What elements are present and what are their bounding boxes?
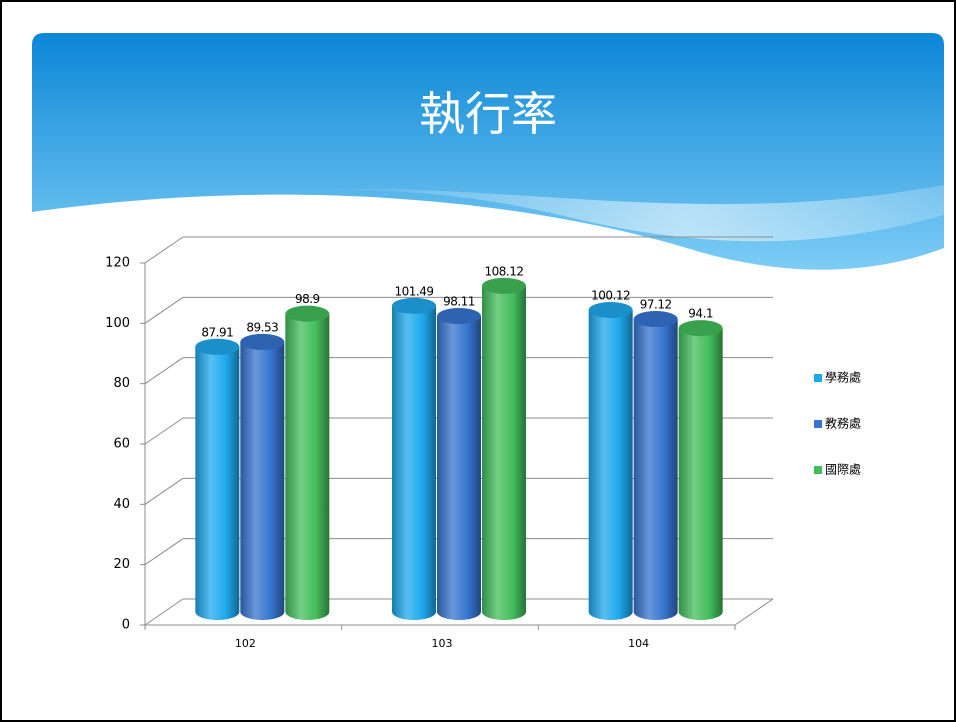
data-label: 108.12 — [485, 264, 524, 278]
bar-top — [633, 311, 678, 328]
bar — [240, 341, 285, 620]
y-tick-label: 60 — [113, 437, 130, 452]
bar — [195, 346, 240, 620]
bar-top — [392, 297, 436, 314]
header-swoosh — [300, 185, 944, 242]
grid-line — [144, 417, 184, 445]
data-label: 87.91 — [201, 325, 233, 339]
data-label: 101.49 — [395, 284, 434, 298]
chart-title: 執行率 — [419, 87, 557, 141]
x-tick-label: 104 — [628, 637, 649, 650]
legend-swatch — [814, 374, 822, 382]
grid-line — [144, 538, 184, 566]
grid-line — [144, 598, 184, 626]
bar-top — [240, 333, 285, 350]
grid-line — [144, 236, 184, 264]
bar-top — [195, 338, 240, 355]
data-label: 100.12 — [591, 288, 630, 302]
y-tick-label: 120 — [105, 256, 130, 271]
x-tick-label: 103 — [432, 637, 453, 650]
y-tick-label: 0 — [122, 618, 130, 633]
bar — [392, 305, 436, 620]
bar-top — [588, 301, 633, 318]
y-tick-label: 100 — [105, 316, 130, 331]
legend-label: 學務處 — [825, 371, 861, 385]
legend-label: 國際處 — [825, 463, 861, 477]
grid-line — [144, 357, 184, 385]
data-label: 97.12 — [640, 298, 672, 312]
bar-top — [437, 308, 481, 325]
y-tick-label: 80 — [113, 376, 130, 391]
x-tick-label: 102 — [235, 637, 256, 650]
bar — [633, 319, 678, 620]
legend-label: 教務處 — [825, 416, 861, 431]
bar — [482, 285, 526, 620]
grid-line — [144, 296, 184, 324]
data-label: 89.53 — [246, 320, 278, 334]
data-label: 94.1 — [688, 307, 713, 321]
data-label: 98.9 — [295, 292, 320, 306]
bar — [588, 309, 633, 620]
y-tick-label: 40 — [113, 497, 130, 512]
floor-back — [734, 598, 774, 626]
y-tick-label: 20 — [113, 557, 130, 572]
bar-top — [678, 320, 723, 337]
bar — [437, 316, 481, 620]
grid-line — [144, 477, 184, 505]
bar-top — [482, 277, 526, 294]
data-label: 98.11 — [443, 295, 475, 309]
bar-top — [285, 305, 330, 322]
bar — [285, 313, 330, 620]
legend-swatch — [814, 420, 822, 428]
bar — [678, 328, 723, 620]
legend-swatch — [814, 466, 822, 474]
